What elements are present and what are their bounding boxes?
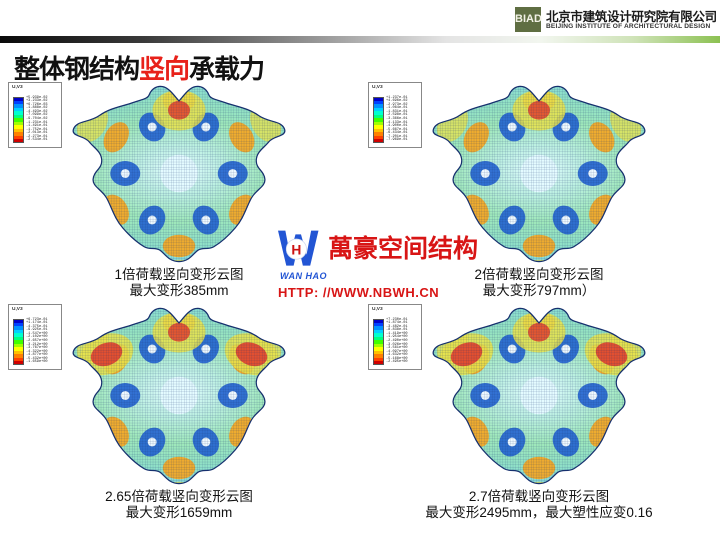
svg-text:H: H	[291, 243, 301, 258]
